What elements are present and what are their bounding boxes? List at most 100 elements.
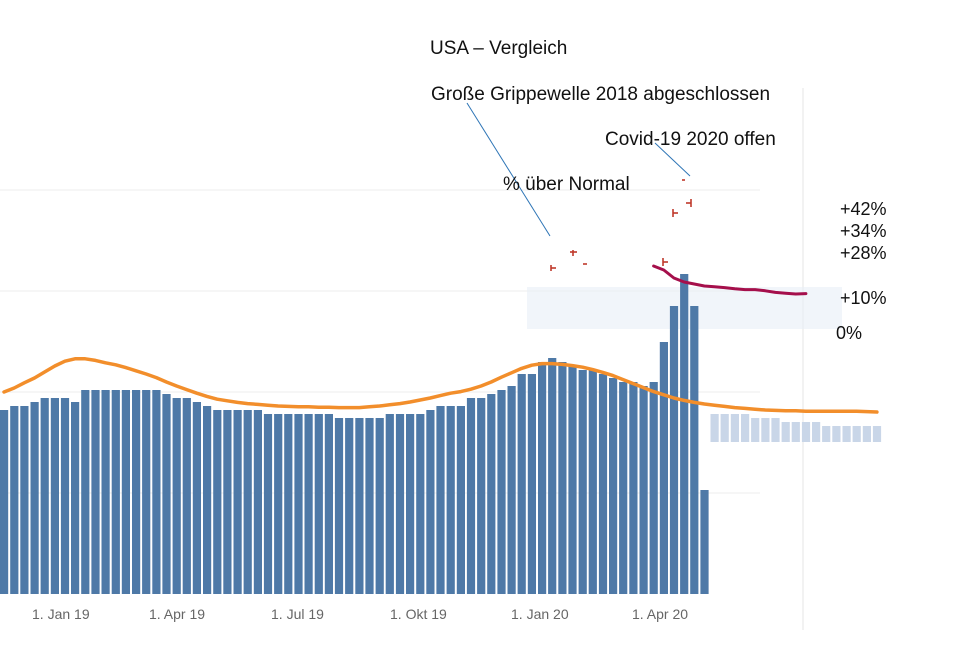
percent-label: +28%: [840, 243, 887, 263]
x-tick-label: 1. Jan 20: [511, 606, 569, 622]
bar: [558, 362, 567, 594]
chart-title: USA – Vergleich: [430, 38, 567, 59]
bar: [385, 414, 394, 594]
leader-line-flu: [466, 102, 551, 237]
bar: [487, 394, 496, 594]
bar: [568, 366, 577, 594]
bar: [395, 414, 405, 594]
bar: [324, 414, 333, 594]
bar: [142, 390, 151, 594]
bar: [213, 410, 222, 594]
faded-bar: [781, 422, 790, 442]
bar: [497, 390, 506, 594]
x-tick-label: 1. Okt 19: [390, 606, 447, 622]
faded-bar: [710, 414, 719, 442]
bar: [40, 398, 49, 594]
normal-line: [2, 357, 879, 414]
x-tick-label: 1. Apr 19: [149, 606, 205, 622]
bar: [203, 406, 212, 594]
bar: [162, 394, 171, 594]
faded-bar: [730, 414, 739, 442]
bar: [0, 410, 9, 594]
bar: [548, 358, 557, 594]
faded-bar: [872, 426, 882, 442]
faded-bar: [741, 414, 750, 442]
bar: [466, 398, 476, 594]
bar: [81, 390, 90, 594]
faded-bar: [862, 426, 871, 442]
bar: [71, 402, 80, 594]
bar: [243, 410, 252, 594]
bar: [507, 386, 516, 594]
bar: [598, 374, 608, 594]
leader-line-covid: [654, 142, 691, 177]
bar: [334, 418, 344, 594]
faded-bar: [812, 422, 821, 442]
percent-label: +10%: [840, 288, 887, 308]
bar: [619, 382, 628, 594]
bar: [477, 398, 486, 594]
bar: [426, 410, 435, 594]
annotation-flu: Große Grippewelle 2018 abgeschlossen: [431, 84, 770, 105]
bar: [578, 370, 587, 594]
bar: [588, 370, 597, 594]
bar: [629, 382, 638, 594]
faded-bar: [720, 414, 729, 442]
bar: [436, 406, 445, 594]
bar: [639, 386, 648, 594]
bar: [253, 410, 262, 594]
x-tick-label: 1. Apr 20: [632, 606, 688, 622]
x-tick-label: 1. Jul 19: [271, 606, 324, 622]
bar: [669, 306, 679, 594]
bar: [30, 402, 39, 594]
bar: [680, 274, 689, 594]
bar: [365, 418, 374, 594]
bar: [690, 306, 699, 594]
faded-bars: [710, 414, 882, 442]
bar: [406, 414, 415, 594]
percent-label: +42%: [840, 199, 887, 219]
bar: [446, 406, 455, 594]
x-axis: 1. Jan 19 1. Apr 19 1. Jul 19 1. Okt 19 …: [32, 606, 688, 622]
faded-bar: [842, 426, 851, 442]
bar: [284, 414, 293, 594]
bar: [10, 406, 19, 594]
bars: [0, 274, 709, 594]
bar: [152, 390, 161, 594]
bar: [700, 490, 709, 594]
bar: [538, 362, 547, 594]
bar: [304, 414, 313, 594]
bar: [456, 406, 465, 594]
bar: [375, 418, 384, 594]
bar: [20, 406, 29, 594]
bar: [233, 410, 242, 594]
bar: [132, 390, 141, 594]
bar: [101, 390, 110, 594]
bar: [263, 414, 273, 594]
bar: [121, 390, 130, 594]
bar: [609, 378, 618, 594]
bar: [274, 414, 283, 594]
bar: [182, 398, 191, 594]
bar: [91, 390, 100, 594]
percent-label: 0%: [836, 323, 862, 343]
faded-bar: [852, 426, 861, 442]
bar: [314, 414, 323, 594]
bar: [649, 382, 658, 594]
bar: [416, 414, 425, 594]
faded-bar: [832, 426, 841, 442]
bar: [223, 410, 232, 594]
faded-bar: [791, 422, 800, 442]
faded-bar: [771, 418, 780, 442]
x-tick-label: 1. Jan 19: [32, 606, 90, 622]
bar: [345, 418, 354, 594]
bar: [355, 418, 364, 594]
bar: [60, 398, 70, 594]
bar: [517, 374, 526, 594]
bar: [172, 398, 181, 594]
annotation-above-normal: % über Normal: [503, 174, 630, 195]
covid-line: [652, 264, 808, 296]
bar: [50, 398, 59, 594]
error-ticks: [550, 179, 692, 271]
